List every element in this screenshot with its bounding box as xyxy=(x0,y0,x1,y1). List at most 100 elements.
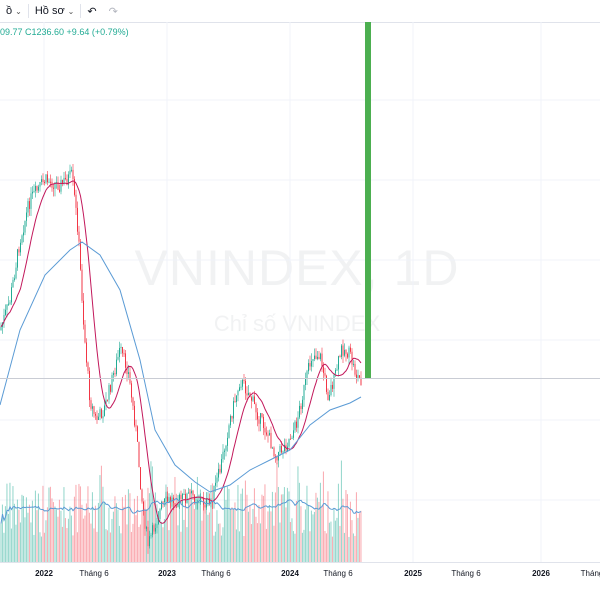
chart-type-menu[interactable]: ồ ⌄ xyxy=(0,0,28,22)
volume-bar xyxy=(160,521,162,562)
profile-menu[interactable]: Hồ sơ ⌄ xyxy=(29,0,81,22)
volume-bar xyxy=(225,499,227,562)
candle-body xyxy=(75,194,77,208)
candle-body xyxy=(87,362,89,371)
toolbar-divider xyxy=(80,4,82,18)
candlesticks xyxy=(0,164,362,554)
volume-bar xyxy=(61,526,63,562)
candle-body xyxy=(236,395,237,403)
undo-icon: ↶ xyxy=(87,5,97,18)
candle-body xyxy=(107,399,108,401)
candle-body xyxy=(351,351,353,365)
toolbar-divider xyxy=(27,4,29,18)
candle-body xyxy=(39,181,41,187)
candle-body xyxy=(177,502,179,507)
candle-body xyxy=(131,383,132,398)
candle-body xyxy=(99,409,101,417)
volume-bar xyxy=(108,507,110,562)
time-axis-label: Tháng 6 xyxy=(451,569,481,578)
chevron-down-icon: ⌄ xyxy=(15,6,22,16)
volume-bar xyxy=(279,522,281,562)
volume-bar xyxy=(64,518,66,562)
candle-body xyxy=(72,169,74,179)
volume-bar xyxy=(346,494,348,562)
volume-bar xyxy=(117,509,119,562)
volume-bar xyxy=(105,529,107,562)
candle-body xyxy=(135,425,137,427)
volume-bar xyxy=(328,522,330,562)
candle-body xyxy=(117,356,119,360)
volume-bar xyxy=(234,502,236,562)
time-axis[interactable]: 2022 Tháng 6 2023 Tháng 6 2024 Tháng 6 2025 Thá… xyxy=(0,562,600,601)
volume-bar xyxy=(55,509,57,562)
top-toolbar: ồ ⌄ Hồ sơ ⌄ ↶ ↷ xyxy=(0,0,600,23)
volume-bar xyxy=(10,528,12,562)
candle-body xyxy=(356,374,357,379)
volume-bar xyxy=(109,532,111,562)
candle-body xyxy=(251,397,252,401)
volume-bar xyxy=(270,511,272,562)
volume-bar xyxy=(271,491,273,562)
redo-button[interactable]: ↷ xyxy=(103,0,124,22)
volume-bar xyxy=(138,526,140,562)
profile-label: Hồ sơ xyxy=(34,5,65,17)
volume-bar xyxy=(130,531,132,562)
candle-body xyxy=(116,359,117,375)
candle-body xyxy=(240,386,242,388)
candle-body xyxy=(174,503,176,507)
candle-body xyxy=(248,392,249,396)
volume-bar xyxy=(342,498,344,562)
volume-bar xyxy=(309,531,311,562)
volume-bar xyxy=(193,508,195,562)
volume-bar xyxy=(343,532,345,562)
volume-bar xyxy=(213,535,215,562)
price-chart[interactable] xyxy=(0,22,600,562)
volume-bar xyxy=(237,484,239,562)
volume-bar xyxy=(340,460,342,562)
volume-bar xyxy=(331,536,333,562)
volume-bar xyxy=(321,505,323,562)
candle-body xyxy=(206,498,207,508)
candle-body xyxy=(95,413,96,416)
candle-body xyxy=(66,178,68,185)
candle-body xyxy=(17,249,18,268)
candle-body xyxy=(219,468,221,473)
time-axis-label: 2023 xyxy=(158,569,176,578)
volume-bar xyxy=(210,485,212,562)
candle-body xyxy=(170,497,171,503)
candle-body xyxy=(341,345,342,357)
candle-body xyxy=(105,399,107,406)
volume-bar xyxy=(243,535,245,562)
volume-bar xyxy=(150,461,152,562)
volume-bar xyxy=(52,502,54,562)
candle-body xyxy=(294,421,296,431)
volume-bar xyxy=(78,483,80,562)
candle-body xyxy=(315,355,317,359)
candle-body xyxy=(18,249,20,253)
candle-body xyxy=(260,413,261,424)
volume-bar xyxy=(316,497,318,562)
candle-body xyxy=(150,534,152,537)
candle-body xyxy=(198,501,200,503)
volume-bar xyxy=(222,527,224,562)
volume-bar xyxy=(183,519,185,562)
chevron-down-icon: ⌄ xyxy=(67,6,75,16)
candle-body xyxy=(108,385,110,400)
volume-bar xyxy=(280,494,282,562)
candle-body xyxy=(83,300,84,325)
volume-bar xyxy=(244,480,246,562)
volume-bar xyxy=(273,525,275,562)
candle-body xyxy=(284,444,285,452)
candle-body xyxy=(227,437,228,446)
volume-bar xyxy=(70,515,72,562)
volume-bar xyxy=(199,489,201,562)
candle-body xyxy=(345,349,347,354)
undo-button[interactable]: ↶ xyxy=(81,0,102,22)
candle-body xyxy=(162,501,164,503)
candle-body xyxy=(254,396,255,405)
volume-bar xyxy=(37,493,39,562)
candle-body xyxy=(27,201,29,213)
volume-bar xyxy=(165,484,167,562)
volume-bar xyxy=(18,509,20,562)
candle-body xyxy=(266,432,267,435)
